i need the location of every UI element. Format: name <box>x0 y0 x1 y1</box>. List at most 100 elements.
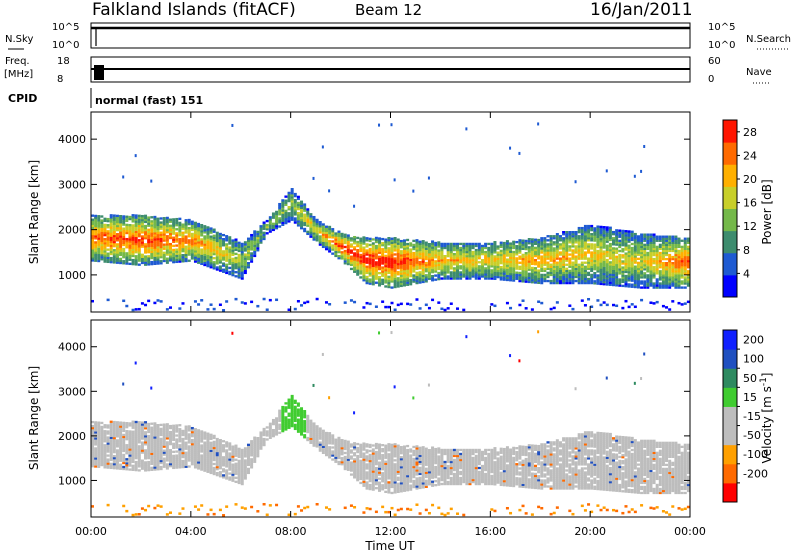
power-cell <box>94 214 98 218</box>
power-cell <box>499 259 503 263</box>
power-cell <box>502 266 506 269</box>
power-cell <box>184 231 188 234</box>
power-cell <box>474 261 478 264</box>
power-cell <box>303 203 307 206</box>
power-cell <box>515 275 519 278</box>
power-cell <box>153 244 157 247</box>
power-cell <box>349 259 353 262</box>
velocity-cell <box>168 456 172 460</box>
power-cell <box>574 263 578 266</box>
power-cell <box>421 252 425 255</box>
velocity-cell <box>119 441 123 444</box>
power-cell <box>265 226 269 229</box>
power-cell <box>225 265 229 268</box>
power-cell <box>134 246 138 250</box>
power-cell <box>643 264 647 267</box>
power-cell <box>683 278 687 281</box>
power-cell <box>97 225 101 228</box>
power-cell <box>150 224 154 227</box>
power-cell <box>621 284 625 288</box>
power-cell <box>100 229 104 232</box>
power-cell <box>300 227 304 230</box>
power-cell <box>246 243 250 247</box>
power-cell <box>356 240 360 244</box>
power-cell <box>337 234 341 237</box>
power-cell <box>209 239 213 242</box>
power-cell <box>206 228 210 231</box>
power-cell <box>621 272 625 275</box>
power-cell <box>671 278 675 281</box>
power-cell <box>396 285 400 288</box>
velocity-cell <box>187 435 191 438</box>
power-cell <box>384 305 388 309</box>
power-cell <box>178 252 182 255</box>
power-cell <box>596 233 600 236</box>
power-cell <box>309 213 313 216</box>
power-cell <box>315 218 319 222</box>
velocity-cell <box>168 436 172 440</box>
velocity-cell <box>162 457 166 460</box>
velocity-cell <box>209 445 213 448</box>
power-cell <box>178 231 182 235</box>
velocity-cell <box>209 455 213 459</box>
velocity-cell <box>165 431 169 434</box>
power-cell <box>452 273 456 276</box>
power-cell <box>290 206 294 209</box>
power-cell <box>680 270 684 273</box>
velocity-cell <box>203 449 207 452</box>
power-cell <box>618 260 622 263</box>
velocity-cell <box>94 455 98 458</box>
power-cell <box>524 307 528 310</box>
velocity-cell <box>112 434 116 438</box>
power-cell <box>218 255 222 258</box>
power-cell <box>218 259 222 262</box>
velocity-cell <box>243 507 247 510</box>
power-cell <box>393 241 397 244</box>
velocity-cell <box>193 460 197 463</box>
power-cell <box>153 254 157 257</box>
power-cell <box>412 260 416 263</box>
power-cell <box>596 276 600 279</box>
power-cell <box>368 274 372 277</box>
power-cell <box>371 242 375 245</box>
power-cell <box>505 270 509 273</box>
velocity-cell <box>131 434 135 437</box>
power-cell <box>605 236 609 239</box>
power-cell <box>165 247 169 250</box>
power-cell <box>262 235 266 239</box>
power-cell <box>172 256 176 260</box>
velocity-cell <box>197 451 201 454</box>
power-cell <box>490 257 494 260</box>
power-cell <box>378 241 382 244</box>
power-cell <box>484 252 488 256</box>
power-cell <box>122 299 126 303</box>
power-cell <box>437 241 441 244</box>
velocity-cell <box>131 420 135 423</box>
power-cell <box>537 122 540 126</box>
velocity-cell <box>197 508 201 511</box>
power-cell <box>446 277 450 280</box>
velocity-cell <box>175 434 179 437</box>
power-cell <box>652 253 656 257</box>
power-cell <box>150 250 154 254</box>
power-cell <box>206 234 210 237</box>
power-cell <box>378 245 382 248</box>
velocity-cell <box>100 461 104 465</box>
power-cell <box>558 235 562 238</box>
power-cell <box>649 280 653 283</box>
power-cell <box>371 260 375 263</box>
power-cell <box>109 242 113 245</box>
power-cell <box>465 271 469 274</box>
power-cell <box>203 251 207 254</box>
power-cell <box>434 278 438 281</box>
power-cell <box>546 255 550 258</box>
power-cell <box>399 266 403 269</box>
velocity-cell <box>128 446 132 449</box>
power-cell <box>234 262 238 266</box>
power-cell <box>406 277 410 280</box>
power-cell <box>655 278 659 281</box>
power-cell <box>147 240 151 244</box>
power-cell <box>505 240 509 243</box>
power-cell <box>243 253 247 256</box>
power-cell <box>112 244 116 248</box>
